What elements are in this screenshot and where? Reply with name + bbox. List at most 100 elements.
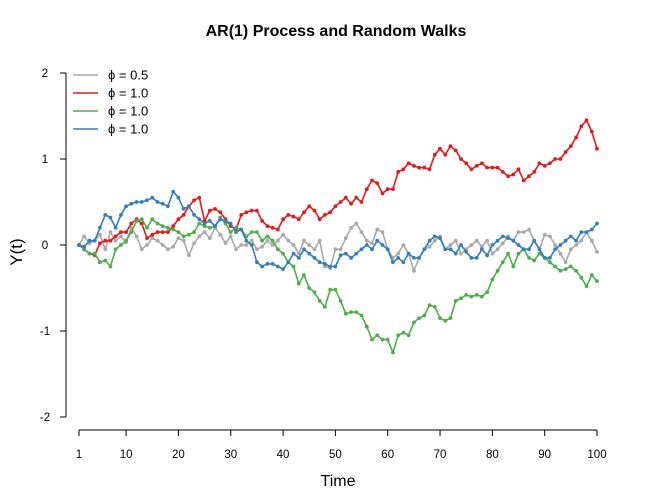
data-point [77,243,81,247]
data-point [375,181,380,186]
data-point [176,230,181,235]
data-point [338,247,343,252]
data-point [187,253,191,258]
data-point [548,234,552,239]
data-point [166,204,170,209]
data-point [343,236,348,241]
chart-title: AR(1) Process and Random Walks [206,23,467,40]
data-point [207,219,212,223]
data-point [197,234,202,239]
data-point [375,238,380,243]
data-point [490,251,495,256]
data-point [296,217,301,222]
data-point [542,232,547,237]
data-point [469,294,474,299]
data-point [568,234,573,239]
data-point [113,238,118,243]
data-point [103,213,108,217]
data-point [145,225,149,230]
data-point [553,243,557,247]
data-point [438,316,442,320]
data-point [150,195,155,200]
data-point [124,230,128,235]
data-point [385,187,390,192]
data-point [166,230,170,235]
data-point [333,204,338,209]
data-point [432,238,437,243]
data-point [207,208,212,213]
data-point [275,227,280,232]
data-point [401,260,406,265]
data-point [317,238,322,243]
data-point [323,264,327,269]
data-point [192,213,197,217]
data-point [181,238,186,243]
data-point [103,238,108,243]
data-point [343,251,348,256]
data-point [160,243,165,247]
data-point [98,225,102,230]
x-tick-label: 10 [120,449,133,461]
data-point [527,256,531,260]
data-point [364,324,369,329]
data-point [474,164,479,168]
series-3 [77,215,599,355]
data-point [181,213,186,217]
data-point [113,234,118,239]
data-point [176,236,181,241]
data-point [485,238,489,243]
data-point [103,247,108,252]
data-point [401,167,406,172]
data-point [589,273,594,277]
data-point [354,310,359,314]
data-point [354,251,359,256]
data-point [548,161,552,166]
data-point [516,251,521,256]
data-point [260,264,264,269]
data-point [464,293,469,297]
data-point [595,221,599,226]
data-point [485,165,489,170]
data-point [218,217,223,222]
data-point [192,230,197,235]
y-axis-title: Y(t) [7,238,26,265]
data-point [412,320,416,325]
data-point [417,256,421,260]
data-point [589,227,594,232]
data-point [427,303,432,308]
data-point [171,244,176,249]
data-point [401,330,406,335]
y-tick-label: -2 [40,412,50,424]
data-point [532,170,537,174]
data-point [139,247,144,252]
data-point [103,258,108,263]
y-tick-label: 1 [42,154,48,166]
data-point [187,232,191,237]
data-point [98,241,102,246]
data-point [155,238,160,243]
data-point [448,316,453,320]
data-point [307,243,312,247]
data-point [302,238,306,243]
data-point [98,260,102,265]
data-point [432,234,437,239]
data-point [249,243,254,247]
x-tick-label: 100 [587,449,606,461]
data-point [354,195,359,200]
data-point [574,243,578,247]
data-point [364,238,369,243]
data-point [579,124,584,129]
data-point [385,247,390,252]
data-point [181,234,186,239]
data-point [202,224,207,229]
x-tick-label: 70 [434,449,447,461]
data-point [459,243,463,247]
data-point [474,293,479,297]
data-point [223,219,228,223]
data-point [265,238,270,243]
data-point [438,146,442,151]
data-point [155,200,160,204]
data-point [506,251,510,256]
data-point [391,260,395,265]
data-point [427,238,432,243]
